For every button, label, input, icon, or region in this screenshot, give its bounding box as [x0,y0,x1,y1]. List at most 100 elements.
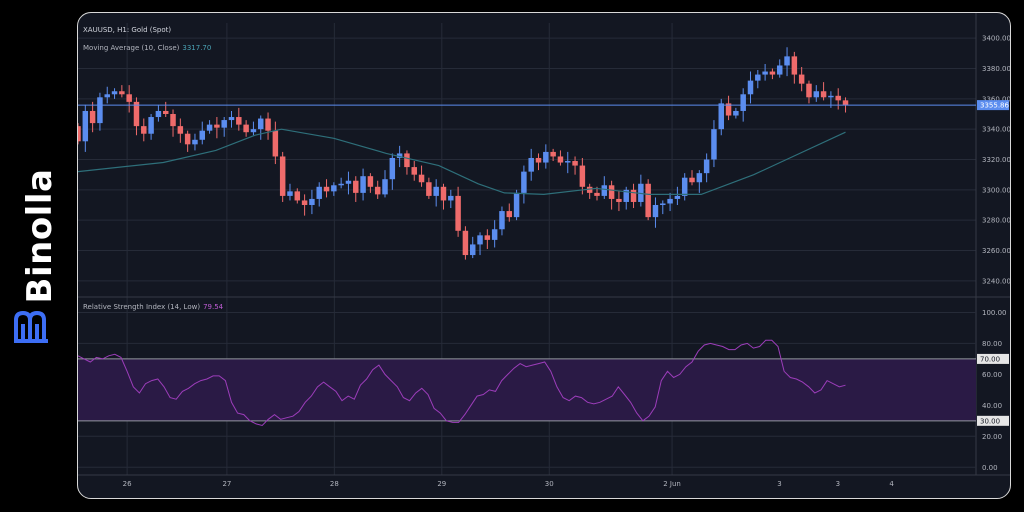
candle-body [236,117,242,125]
candle-body [418,174,425,183]
price-tick-label: 3340.00 [982,126,1010,134]
rsi-legend[interactable]: Relative Strength Index (14, Low) 79.54 [83,303,223,311]
rsi-band-fill [78,358,976,421]
rsi-upper-tag: 70.00 [980,355,1000,363]
candle-body [148,117,154,134]
candle-body [616,198,622,202]
candle-body [506,211,513,218]
candle-body [97,97,103,124]
candle-body [133,101,140,127]
candle-body [426,182,432,196]
rsi-label: Relative Strength Index (14, Low) [83,303,201,311]
rsi-path [78,339,846,427]
candle-body [579,165,586,187]
candle-body [294,191,301,201]
candle-body [331,185,337,192]
candle-body [345,180,352,184]
candle-body [499,211,505,230]
candle-body [184,133,191,145]
candle-body [104,94,110,98]
binolla-logo-icon [14,310,48,343]
candle-body [126,94,132,102]
last-price-tag: 3355.86 [980,102,1009,110]
candle-body [404,153,410,168]
rsi-tick-label: 0.00 [982,464,998,472]
rsi-tick-label: 60.00 [982,371,1002,379]
candle-body [674,195,681,199]
time-tick-label: 29 [437,480,446,488]
moving-average-value: 3317.70 [182,44,212,52]
candle-body [711,129,717,160]
candle-body [141,126,147,134]
candle-body [528,157,534,172]
candle-body [491,229,498,240]
price-candles [78,47,849,260]
chart-canvas[interactable]: 3240.003260.003280.003300.003320.003340.… [78,13,1010,498]
candle-body [594,192,600,196]
rsi-band [78,358,976,422]
rsi-tick-label: 20.00 [982,433,1002,441]
candle-body [703,159,710,174]
candle-body [689,177,695,183]
candle-body [170,114,176,127]
candle-body [367,176,374,187]
candle-body [623,189,629,202]
candle-body [645,183,651,218]
candle-body [572,161,578,166]
candle-body [813,91,820,98]
candle-body [206,124,213,131]
candle-body [667,198,673,204]
candle-body [287,191,293,196]
time-tick-label: 3 [836,480,840,488]
candle-body [258,118,264,130]
price-tags: 70.00 30.00 3355.86 [78,100,1009,426]
candle-body [250,129,257,133]
candle-body [681,177,688,196]
moving-average-legend[interactable]: Moving Average (10, Close) 3317.70 [83,44,211,52]
candle-body [177,126,184,134]
candle-body [820,91,827,98]
candle-body [630,189,637,202]
price-tick-label: 3320.00 [982,156,1010,164]
brand-name: Binolla [20,168,60,304]
time-tick-label: 28 [330,480,339,488]
candle-body [462,230,469,256]
rsi-value: 79.54 [203,303,224,311]
candle-body [835,95,841,101]
candle-body [455,195,461,231]
candle-body [316,186,322,199]
candle-body [448,195,454,201]
candle-body [842,100,849,105]
candle-body [791,56,798,75]
price-chart-title: XAUUSD, H1: Gold (Spot) [83,26,172,34]
candle-body [360,176,366,193]
time-tick-label: 4 [889,480,894,488]
rsi-lower-tag: 30.00 [980,417,1000,425]
candle-body [798,74,805,84]
candle-body [586,186,593,193]
moving-average-path [78,128,846,196]
candle-body [396,153,403,158]
candle-body [608,185,615,199]
brand-sidebar: Binolla [0,0,78,512]
candle-body [535,157,542,163]
candle-body [660,203,666,205]
candle-body [784,56,790,66]
time-tick-label: 3 [777,480,781,488]
candle-body [776,65,783,75]
chart-frame: 3240.00 3260.00 3280.00 3300.00 3320.00 3340.… [77,12,1011,499]
time-tick-label: 27 [222,480,231,488]
price-tick-label: 3400.00 [982,35,1010,43]
moving-average-label: Moving Average (10, Close) [83,44,180,52]
price-tick-label: 3300.00 [982,186,1010,194]
candle-body [192,139,198,145]
price-tick-label: 3280.00 [982,217,1010,225]
price-tick-label: 3360.00 [982,95,1010,103]
candle-body [433,186,439,196]
price-tick-label: 3380.00 [982,65,1010,73]
candle-body [718,103,724,130]
last-price-tag-bg [977,100,1009,111]
candle-body [111,91,118,95]
candle-body [733,110,739,116]
candle-body [747,80,754,95]
